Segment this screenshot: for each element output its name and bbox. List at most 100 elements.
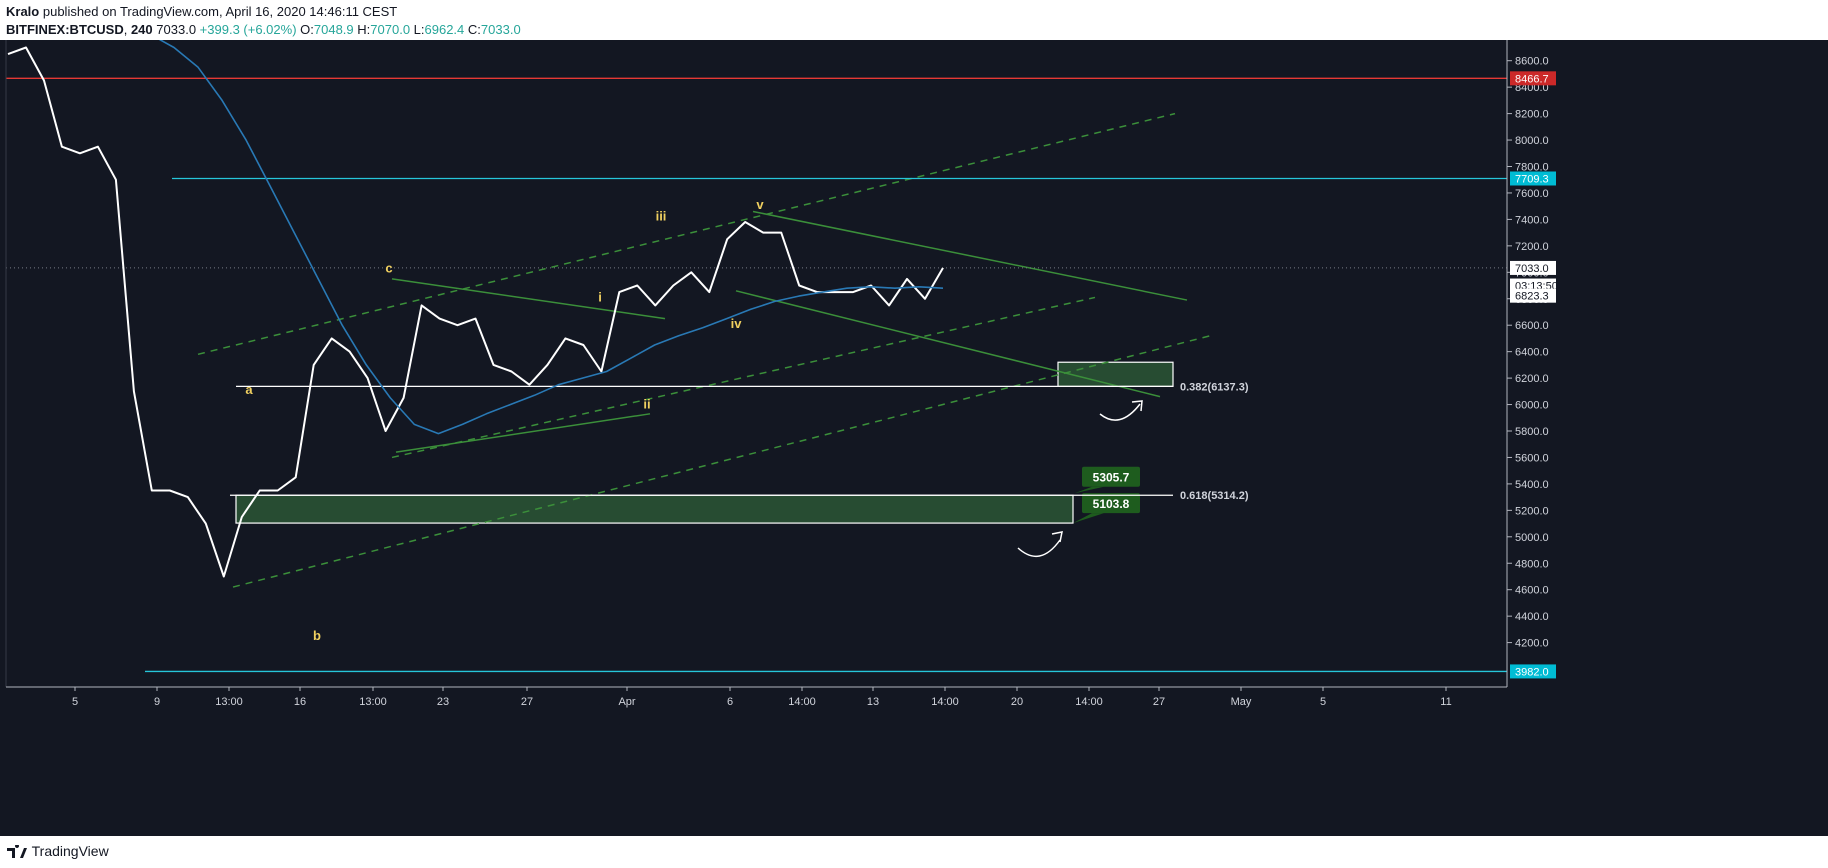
fib-label: 0.382(6137.3)	[1180, 381, 1249, 393]
wave-label-c: c	[385, 260, 392, 275]
close-value: 7033.0	[480, 22, 521, 37]
time-tick-label: 14:00	[931, 696, 959, 708]
author-name[interactable]: Kralo	[6, 4, 40, 19]
price-change: +399.3 (+6.02%)	[199, 22, 297, 37]
price-axis-badge	[1510, 171, 1556, 186]
price-tick-label: 6000.0	[1515, 400, 1549, 412]
close-label: C:	[467, 22, 481, 37]
wave-label-v: v	[756, 197, 764, 212]
zone-badge-text: 5103.8	[1093, 497, 1130, 511]
wave-label-i: i	[598, 289, 602, 304]
wave-label-b: b	[313, 628, 321, 643]
price-axis-badge-text: 8466.7	[1515, 73, 1549, 85]
price-axis-badge	[1510, 260, 1556, 275]
price-tick-label: 6600.0	[1515, 320, 1549, 332]
time-tick-label: 13	[867, 696, 879, 708]
price-tick-label: 4400.0	[1515, 611, 1549, 623]
price-axis-badge-text: 6823.3	[1515, 291, 1549, 303]
tradingview-footer: TradingView	[0, 836, 1828, 868]
zone-badge-text: 5305.7	[1093, 471, 1130, 485]
price-axis-badge-text: 7033.0	[1515, 263, 1549, 275]
interval-label[interactable]: 240	[130, 22, 153, 37]
publish-header: Kralo published on TradingView.com, Apri…	[0, 0, 1828, 40]
price-tick-label: 8000.0	[1515, 135, 1549, 147]
curve-arrow-upper	[1099, 403, 1141, 421]
zone-badge-pointer	[1075, 486, 1104, 494]
price-axis-badge	[1510, 664, 1556, 679]
price-tick-label: 4600.0	[1515, 585, 1549, 597]
open-label: O:	[300, 22, 314, 37]
time-tick-label: 14:00	[1075, 696, 1103, 708]
series-layer	[7, 40, 944, 578]
high-label: H:	[357, 22, 371, 37]
price-tick-label: 5600.0	[1515, 452, 1549, 464]
price-axis-badge-text: 7709.3	[1515, 173, 1549, 185]
trendline-c-lower	[395, 413, 651, 453]
high-value: 7070.0	[370, 22, 411, 37]
price-tick-label: 7600.0	[1515, 188, 1549, 200]
target-zone	[235, 494, 1074, 524]
price-axis-badge-text: 3982.0	[1515, 666, 1549, 678]
price-tick-label: 6400.0	[1515, 347, 1549, 359]
price-tick-label: 7800.0	[1515, 162, 1549, 174]
price-tick-label: 7400.0	[1515, 214, 1549, 226]
open-value: 7048.9	[313, 22, 354, 37]
arrowhead-lower	[1051, 531, 1063, 543]
time-tick-label: Apr	[618, 696, 635, 708]
time-tick-label: 5	[1320, 696, 1326, 708]
channel-top-dashed	[197, 112, 1176, 356]
curve-arrow-lower	[1017, 539, 1061, 557]
price-tick-label: 8600.0	[1515, 56, 1549, 68]
zone-badge	[1082, 493, 1140, 514]
ma-series-line	[158, 40, 944, 435]
zone-badge-pointer	[1073, 513, 1104, 524]
wedge-upper-line	[752, 210, 1188, 301]
price-tick-label: 5400.0	[1515, 479, 1549, 491]
time-tick-label: 14:00	[788, 696, 816, 708]
price-axis-badge	[1510, 71, 1556, 86]
time-tick-label: 11	[1440, 696, 1451, 708]
price-tick-label: 4200.0	[1515, 638, 1549, 650]
time-tick-label: 13:00	[359, 696, 387, 708]
trendlines-layer	[197, 112, 1211, 588]
publish-info: Kralo published on TradingView.com, Apri…	[6, 4, 397, 19]
zones-layer: 5305.7 5103.8	[235, 361, 1174, 557]
tradingview-logo[interactable]: TradingView	[6, 843, 109, 859]
time-tick-label: 13:00	[215, 696, 243, 708]
time-tick-label: May	[1231, 696, 1252, 708]
wave-label-iv: iv	[731, 316, 743, 331]
symbol-label[interactable]: BITFINEX:BTCUSD	[6, 22, 124, 37]
time-tick-label: 20	[1011, 696, 1023, 708]
time-tick-label: 27	[521, 696, 533, 708]
horizontal-lines-layer: 0.382(6137.3) 0.618(5314.2)	[6, 77, 1507, 673]
price-tick-label: 5200.0	[1515, 505, 1549, 517]
channel-mid-dashed	[391, 296, 1096, 459]
price-tick-label: 6200.0	[1515, 373, 1549, 385]
price-tick-label: 7200.0	[1515, 241, 1549, 253]
trendline-c-upper	[391, 278, 666, 320]
publish-date: published on TradingView.com, April 16, …	[42, 4, 398, 19]
fib-label: 0.618(5314.2)	[1180, 490, 1249, 502]
price-axis-badge	[1510, 288, 1556, 303]
zone-badge	[1082, 466, 1140, 487]
time-axis[interactable]: 5 9 13:00 16 13:00 23 27 Apr 6 14:00 13 14:00 20 14:0…	[6, 686, 1507, 708]
ohlc-legend: BITFINEX:BTCUSD, 240 7033.0 +399.3 (+6.0…	[6, 22, 521, 37]
time-tick-label: 5	[72, 696, 78, 708]
arrowhead-upper	[1131, 400, 1143, 412]
price-tick-label: 5000.0	[1515, 532, 1549, 544]
tradingview-logo-icon	[7, 844, 27, 859]
price-tick-label: 8200.0	[1515, 109, 1549, 121]
time-tick-label: 27	[1153, 696, 1165, 708]
target-zone	[1057, 361, 1174, 387]
wave-label-a: a	[245, 382, 253, 397]
low-value: 6962.4	[424, 22, 465, 37]
time-tick-label: 9	[154, 696, 160, 708]
price-axis[interactable]: 4200.0 4400.0 4600.0 4800.0 5000.0 5200.0 5400…	[5, 40, 1558, 687]
tradingview-brand: TradingView	[31, 843, 109, 859]
wave-label-iii: iii	[656, 209, 667, 224]
wave-label-ii: ii	[643, 397, 650, 412]
wedge-lower-line	[735, 290, 1161, 398]
time-tick-label: 6	[727, 696, 733, 708]
